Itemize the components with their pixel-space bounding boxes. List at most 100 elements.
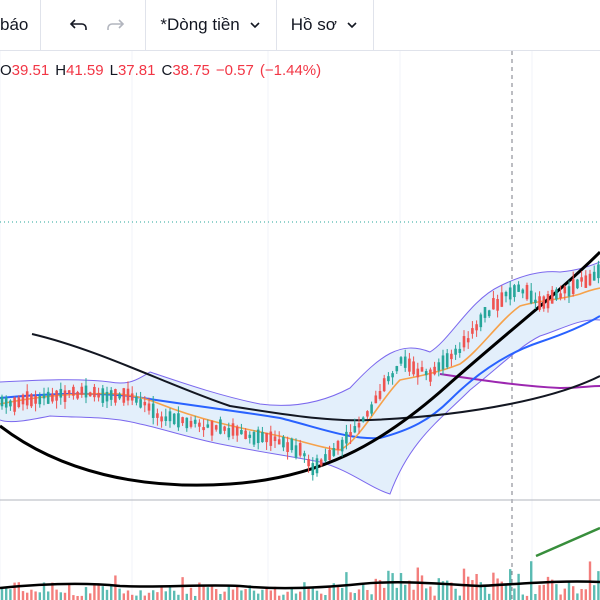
candlestick-series [0,260,600,481]
undo-button[interactable] [61,0,97,50]
candle-body [72,386,75,396]
candle-body [214,425,218,430]
profile-label: Hồ sơ [290,15,337,34]
profile-dropdown[interactable]: Hồ sơ [277,0,373,50]
volume-bar [471,580,474,600]
volume-bar [420,575,424,600]
volume-bar [68,584,71,600]
candle-body [290,438,294,451]
candle-body [21,394,25,405]
volume-bar [294,593,298,600]
volume-bar [328,587,331,600]
volume-bar [525,595,529,600]
volume-bar [353,593,356,600]
volume-bar [546,576,550,600]
candle-body [328,449,331,460]
volume-bar [559,594,562,600]
volume-bar [160,586,163,600]
candle-body [492,298,495,310]
candle-body [17,397,21,408]
volume-bar [395,587,398,600]
volume-bar [47,591,50,600]
volume-bar [147,592,151,600]
candle-body [168,411,172,422]
candle-body [269,431,273,446]
candle-body [387,376,390,382]
candle-body [139,399,142,408]
candle-body [336,440,340,450]
volume-bar [198,582,201,600]
candle-body [319,459,323,466]
candle-body [420,367,424,372]
volume-bar [240,590,243,600]
candle-body [324,454,327,462]
volume-bar [467,576,470,600]
volume-bar [580,589,583,600]
candle-body [416,368,420,378]
candle-body [76,391,79,399]
volume-bar [513,588,516,600]
candle-body [496,299,499,311]
volume-bar [437,578,440,600]
volume-bar [110,585,113,600]
close-value: 38.75 [172,62,210,79]
candle-body [219,419,222,434]
candle-body [454,348,457,355]
volume-bar [185,593,188,600]
volume-bar [206,587,209,600]
candle-body [88,392,92,397]
volume-bar [181,577,184,600]
candle-body [122,388,126,403]
change-value: −0.57 [215,62,254,79]
volume-bar [101,586,104,600]
candle-body [437,362,441,371]
candle-body [277,439,281,445]
volume-bar [139,590,142,600]
volume-bar [189,587,193,600]
candle-body [55,390,58,401]
redo-icon [107,19,125,30]
candle-body [185,417,189,429]
alerts-button[interactable]: báo [0,0,40,50]
volume-bar [286,591,289,600]
candle-body [109,390,113,400]
candle-body [471,328,474,334]
candle-body [458,348,462,353]
candle-body [307,459,310,467]
candle-body [303,453,306,457]
volume-ma-line [0,580,600,590]
candle-body [412,361,415,375]
volume-bar [278,595,281,600]
candle-body [513,285,516,298]
candle-body [164,416,168,421]
volume-bar [500,581,503,600]
template-dropdown[interactable]: *Dòng tiền [146,0,275,50]
candle-body [479,314,483,328]
price-chart[interactable] [0,51,600,600]
template-label: *Dòng tiền [160,15,240,34]
volume-bar [391,573,394,600]
candle-body [294,445,298,458]
candle-body [210,421,214,436]
close-key: C [161,62,173,79]
high-value: 41.59 [66,62,104,79]
volume-bar [399,573,403,600]
candle-body [147,403,151,411]
volume-bar [597,571,600,600]
volume-bar [5,586,8,600]
candle-body [345,431,348,444]
volume-bar [168,585,172,600]
candle-body [135,396,138,403]
volume-bar [551,579,554,600]
redo-button[interactable] [97,0,133,50]
candle-body [525,284,529,300]
candle-body [130,393,134,401]
candle-body [361,417,365,422]
candle-body [500,292,504,307]
volume-bar [80,595,83,600]
toolbar-divider [275,0,277,50]
volume-bar [131,594,134,600]
volume-bar [303,582,306,600]
toolbar-divider [40,0,42,50]
candle-body [462,336,466,348]
